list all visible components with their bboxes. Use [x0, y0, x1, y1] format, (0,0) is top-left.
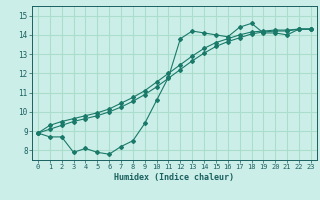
X-axis label: Humidex (Indice chaleur): Humidex (Indice chaleur): [115, 173, 234, 182]
